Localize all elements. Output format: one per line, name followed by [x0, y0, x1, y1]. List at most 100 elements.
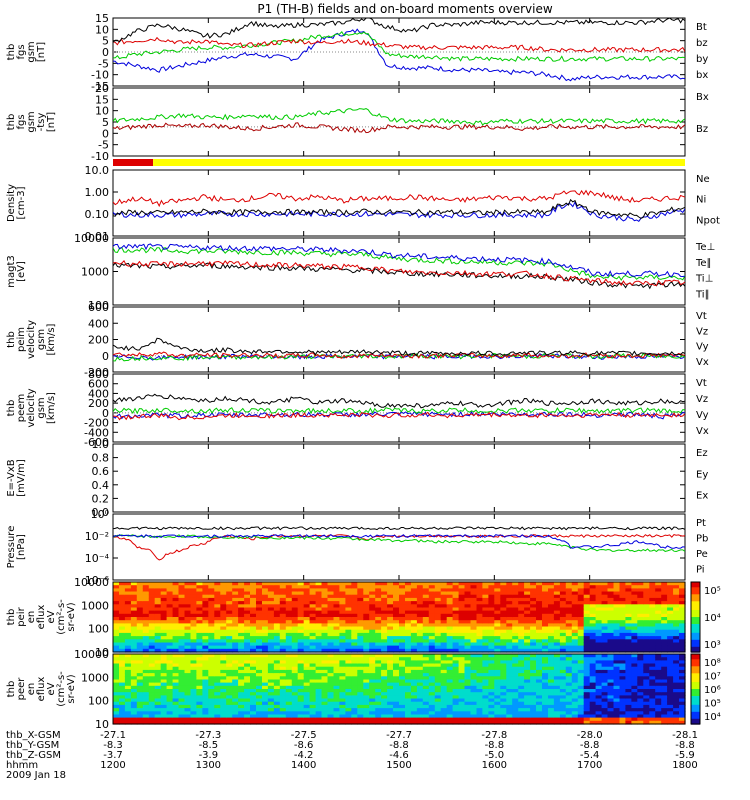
heatmap-cell [119, 642, 126, 647]
legend-label: Bt [696, 22, 707, 33]
heatmap-cell [160, 617, 168, 621]
heatmap-cell [637, 720, 644, 725]
heatmap-cell [142, 698, 150, 703]
y-tick-label: 10.0 [85, 164, 110, 177]
heatmap-cell [613, 632, 621, 637]
heatmap-cell [476, 645, 484, 650]
heatmap-cell [363, 714, 370, 719]
heatmap-cell [679, 642, 686, 647]
heatmap-cell [339, 657, 346, 661]
heatmap-cell [577, 711, 585, 716]
x-tick-label: -5.0 [485, 750, 505, 761]
heatmap-cell [482, 669, 489, 674]
heatmap-cell [631, 711, 638, 716]
heatmap-cell [136, 720, 144, 725]
heatmap-cell [369, 676, 376, 681]
heatmap-cell [446, 648, 454, 653]
heatmap-cell [399, 663, 406, 668]
heatmap-cell [327, 636, 335, 640]
heatmap-cell [536, 720, 543, 725]
heatmap-cell [506, 626, 513, 631]
heatmap-cell [381, 588, 388, 593]
heatmap-cell [208, 636, 215, 640]
heatmap-cell [613, 704, 621, 709]
heatmap-cell [428, 676, 436, 681]
heatmap-cell [285, 645, 293, 650]
heatmap-cell [267, 629, 275, 634]
heatmap-cell [124, 594, 132, 599]
heatmap-cell [482, 626, 489, 631]
heatmap-cell [655, 666, 662, 671]
heatmap-cell [446, 679, 454, 684]
heatmap-cell [339, 617, 346, 621]
heatmap-cell [160, 582, 168, 586]
x-tick-label: -8.5 [199, 740, 219, 751]
heatmap-cell [238, 717, 245, 722]
heatmap-cell [595, 673, 603, 677]
heatmap-cell [148, 648, 156, 653]
heatmap-cell [589, 720, 597, 725]
heatmap-cell [661, 585, 668, 589]
heatmap-cell [113, 704, 120, 709]
heatmap-cell [530, 610, 537, 615]
y-tick-label: 10000 [74, 576, 109, 589]
y-axis-label: [nT] [36, 42, 47, 62]
heatmap-cell [130, 714, 138, 719]
heatmap-cell [536, 676, 543, 681]
heatmap-cell [589, 695, 597, 700]
y-tick-label: 10 [95, 718, 109, 731]
heatmap-cell [273, 585, 281, 589]
heatmap-cell [226, 636, 233, 640]
heatmap-cell [548, 620, 555, 624]
y-axis-label: velocity [26, 320, 37, 359]
heatmap-cell [583, 629, 591, 634]
heatmap-cell [559, 604, 567, 609]
heatmap-cell [166, 698, 174, 703]
heatmap-cell [422, 591, 430, 596]
heatmap-cell [160, 585, 168, 589]
heatmap-cell [512, 689, 519, 693]
heatmap-cell [482, 623, 489, 628]
heatmap-cell [458, 708, 466, 712]
heatmap-cell [154, 701, 162, 706]
heatmap-cell [124, 692, 132, 696]
heatmap-cell [643, 607, 650, 612]
heatmap-cell [661, 597, 668, 602]
heatmap-cell [333, 708, 341, 712]
heatmap-cell [339, 582, 346, 586]
heatmap-cell [238, 682, 245, 687]
heatmap-cell [428, 632, 436, 637]
heatmap-cell [285, 692, 293, 696]
heatmap-cell [381, 626, 388, 631]
heatmap-cell [309, 585, 317, 589]
heatmap-cell [530, 704, 537, 709]
heatmap-cell [309, 604, 317, 609]
heatmap-cell [303, 666, 311, 671]
heatmap-cell [214, 673, 221, 677]
heatmap-cell [142, 679, 150, 684]
heatmap-cell [613, 610, 621, 615]
heatmap-cell [506, 623, 513, 628]
heatmap-cell [154, 685, 162, 690]
heatmap-cell [416, 591, 424, 596]
heatmap-cell [661, 617, 668, 621]
heatmap-cell [357, 679, 364, 684]
heatmap-cell [315, 679, 323, 684]
heatmap-cell [291, 720, 299, 725]
heatmap-cell [524, 711, 531, 716]
heatmap-cell [595, 610, 603, 615]
heatmap-cell [673, 594, 680, 599]
heatmap-cell [303, 720, 311, 725]
heatmap-cell [673, 695, 680, 700]
heatmap-cell [250, 720, 257, 725]
heatmap-cell [440, 642, 448, 647]
heatmap-cell [536, 669, 543, 674]
heatmap-cell [303, 701, 311, 706]
heatmap-cell [673, 654, 680, 658]
heatmap-cell [565, 632, 573, 637]
heatmap-cell [357, 597, 364, 602]
heatmap-cell [381, 648, 388, 653]
heatmap-cell [232, 604, 239, 609]
heatmap-cell [357, 642, 364, 647]
heatmap-cell [631, 597, 638, 602]
